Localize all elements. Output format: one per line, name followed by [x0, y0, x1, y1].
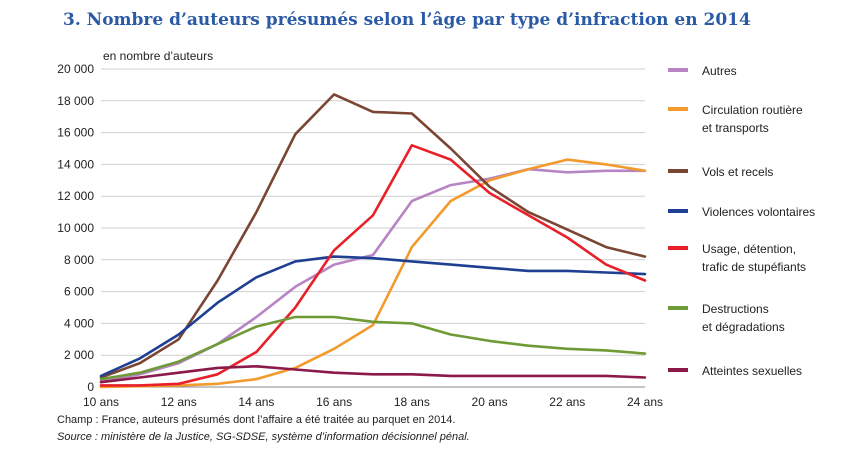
series-line	[99, 255, 647, 378]
y-tick-label: 12 000	[57, 189, 94, 203]
legend-item: Destructions et dégradations	[668, 300, 837, 336]
x-tick-label: 18 ans	[394, 395, 430, 409]
y-tick-label: 8 000	[64, 253, 94, 267]
legend-item: Autres	[668, 62, 837, 80]
x-tick-label: 14 ans	[238, 395, 274, 409]
legend-label: Atteintes sexuelles	[702, 364, 803, 378]
legend: Autres Circulation routière et transports…	[668, 0, 843, 456]
y-tick-label: 16 000	[57, 126, 94, 140]
x-tick-label: 20 ans	[472, 395, 508, 409]
y-tick-label: 20 000	[57, 62, 94, 76]
legend-swatch	[668, 169, 688, 173]
note-champ: Champ : France, auteurs présumés dont l’…	[57, 414, 456, 426]
x-axis-ticks: 10 ans 12 ans 14 ans 16 ans 18 ans 20 ans 22 a…	[83, 395, 663, 409]
series-lines	[99, 93, 647, 389]
note-source: Source : ministère de la Justice, SG-SDS…	[57, 431, 470, 443]
legend-label: Autres	[702, 64, 737, 78]
y-tick-label: 4 000	[64, 316, 94, 330]
x-tick-label: 10 ans	[83, 395, 119, 409]
y-tick-label: 0	[87, 380, 94, 394]
legend-label: Destructions et dégradations	[702, 302, 785, 334]
x-tick-label: 16 ans	[316, 395, 352, 409]
y-tick-label: 18 000	[57, 94, 94, 108]
x-tick-label: 12 ans	[161, 395, 197, 409]
y-axis-ticks: 0 2 000 4 000 6 000 8 000 10 000 12 000 14 000 1…	[57, 62, 94, 394]
legend-label: Usage, détention, trafic de stupéfiants	[702, 242, 807, 274]
legend-label: Vols et recels	[702, 165, 774, 179]
legend-item: Atteintes sexuelles	[668, 362, 837, 380]
legend-swatch	[668, 68, 688, 72]
y-axis-label: en nombre d’auteurs	[103, 49, 214, 63]
legend-swatch	[668, 306, 688, 310]
x-tick-label: 24 ans	[627, 395, 663, 409]
y-tick-label: 6 000	[64, 285, 94, 299]
legend-item: Violences volontaires	[668, 203, 837, 221]
legend-item: Circulation routière et transports	[668, 101, 837, 137]
legend-swatch	[668, 209, 688, 213]
legend-swatch	[668, 107, 688, 111]
series-line	[99, 93, 647, 379]
chart-title: 3. Nombre d’auteurs présumés selon l’âge…	[63, 10, 751, 30]
x-tick-label: 22 ans	[549, 395, 585, 409]
legend-label: Violences volontaires	[702, 205, 816, 219]
y-tick-label: 2 000	[64, 348, 94, 362]
y-tick-label: 14 000	[57, 157, 94, 171]
series-line	[99, 158, 647, 389]
series-line	[99, 364, 647, 384]
legend-item: Vols et recels	[668, 163, 837, 181]
series-line	[99, 144, 647, 387]
legend-swatch	[668, 368, 688, 372]
legend-swatch	[668, 246, 688, 250]
legend-label: Circulation routière et transports	[702, 103, 803, 135]
y-tick-label: 10 000	[57, 221, 94, 235]
legend-item: Usage, détention, trafic de stupéfiants	[668, 240, 837, 276]
series-line	[99, 315, 647, 381]
